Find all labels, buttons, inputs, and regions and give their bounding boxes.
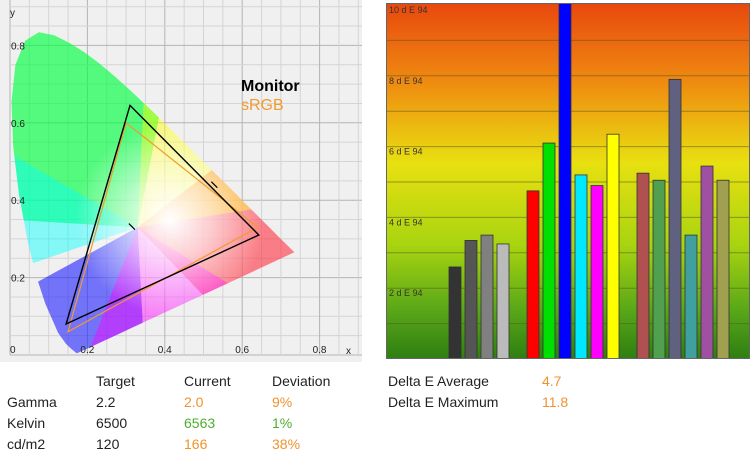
delta-e-bar — [716, 179, 730, 359]
cie-y-tick-label: 0.6 — [11, 119, 25, 130]
de-y-tick-label: 10 d E 94 — [389, 5, 428, 15]
delta-e-bar — [652, 179, 666, 359]
delta-e-bar — [448, 266, 462, 359]
delta-e-bar — [542, 142, 556, 359]
de-y-tick-label: 8 d E 94 — [389, 76, 423, 86]
row-kelvin-target: 6500 — [96, 415, 128, 431]
delta-e-average-label: Delta E Average — [388, 373, 489, 389]
de-y-tick-label: 6 d E 94 — [389, 147, 423, 157]
cie-y-tick-label: 0.4 — [11, 196, 25, 207]
cie-x-tick-label: 0.4 — [158, 345, 172, 356]
delta-e-bar — [590, 185, 604, 359]
cie-x-tick-label: 0.8 — [313, 345, 327, 356]
cie-y-tick-label: 0.2 — [11, 274, 25, 285]
delta-e-bar — [526, 190, 540, 359]
delta-e-bar — [668, 78, 682, 359]
legend-srgb: sRGB — [241, 97, 284, 114]
delta-e-bar — [700, 165, 714, 359]
delta-e-bar-chart: 2 d E 94 4 d E 94 6 d E 94 8 d E 94 10 d E 9… — [386, 3, 750, 359]
de-y-tick-label: 4 d E 94 — [389, 217, 423, 227]
delta-e-bar — [496, 243, 510, 359]
cie-x-tick-label: 0.2 — [80, 345, 94, 356]
row-kelvin-label: Kelvin — [7, 415, 46, 431]
row-kelvin-deviation: 1% — [272, 415, 293, 431]
white-point-mark — [210, 181, 218, 189]
white-point-mark — [128, 223, 136, 230]
cie-x-axis-label: x — [346, 346, 351, 357]
row-gamma-target: 2.2 — [96, 394, 116, 410]
calibration-table: Target Current Deviation Gamma 2.2 2.0 9… — [0, 371, 380, 459]
row-gamma-label: Gamma — [7, 394, 57, 410]
header-current: Current — [184, 373, 231, 389]
monitor-gamut-triangle — [64, 104, 261, 326]
delta-e-bar — [636, 172, 650, 359]
delta-e-bar — [480, 234, 494, 359]
delta-e-bar — [684, 234, 698, 359]
delta-e-maximum-value: 11.8 — [542, 394, 569, 410]
cie-origin-label: 0 — [10, 345, 16, 356]
delta-e-bar — [464, 240, 478, 359]
row-luminance-current: 166 — [184, 436, 208, 452]
delta-e-bar — [606, 133, 620, 359]
cie-y-axis-label: y — [10, 8, 15, 19]
row-luminance-target: 120 — [96, 436, 120, 452]
delta-e-bar — [574, 174, 588, 359]
row-luminance-deviation: 38% — [272, 436, 301, 452]
header-deviation: Deviation — [272, 373, 331, 389]
cie-chromaticity-chart: 0.2 0.4 0.6 0.8 0.2 0.4 0.6 0.8 y x 0 Monitor s… — [0, 0, 362, 362]
legend-monitor: Monitor — [241, 78, 300, 95]
header-target: Target — [96, 373, 135, 389]
row-kelvin-current: 6563 — [184, 415, 216, 431]
delta-e-maximum-label: Delta E Maximum — [388, 394, 499, 410]
delta-e-summary: Delta E Average 4.7 Delta E Maximum 11.8 — [386, 371, 686, 415]
cie-y-tick-label: 0.8 — [11, 41, 25, 52]
row-gamma-deviation: 9% — [272, 394, 293, 410]
row-luminance-label: cd/m2 — [7, 436, 46, 452]
de-y-tick-label: 2 d E 94 — [389, 288, 423, 298]
delta-e-average-value: 4.7 — [542, 373, 562, 389]
cie-x-tick-label: 0.6 — [235, 345, 249, 356]
row-gamma-current: 2.0 — [184, 394, 204, 410]
delta-e-bar — [558, 3, 572, 359]
